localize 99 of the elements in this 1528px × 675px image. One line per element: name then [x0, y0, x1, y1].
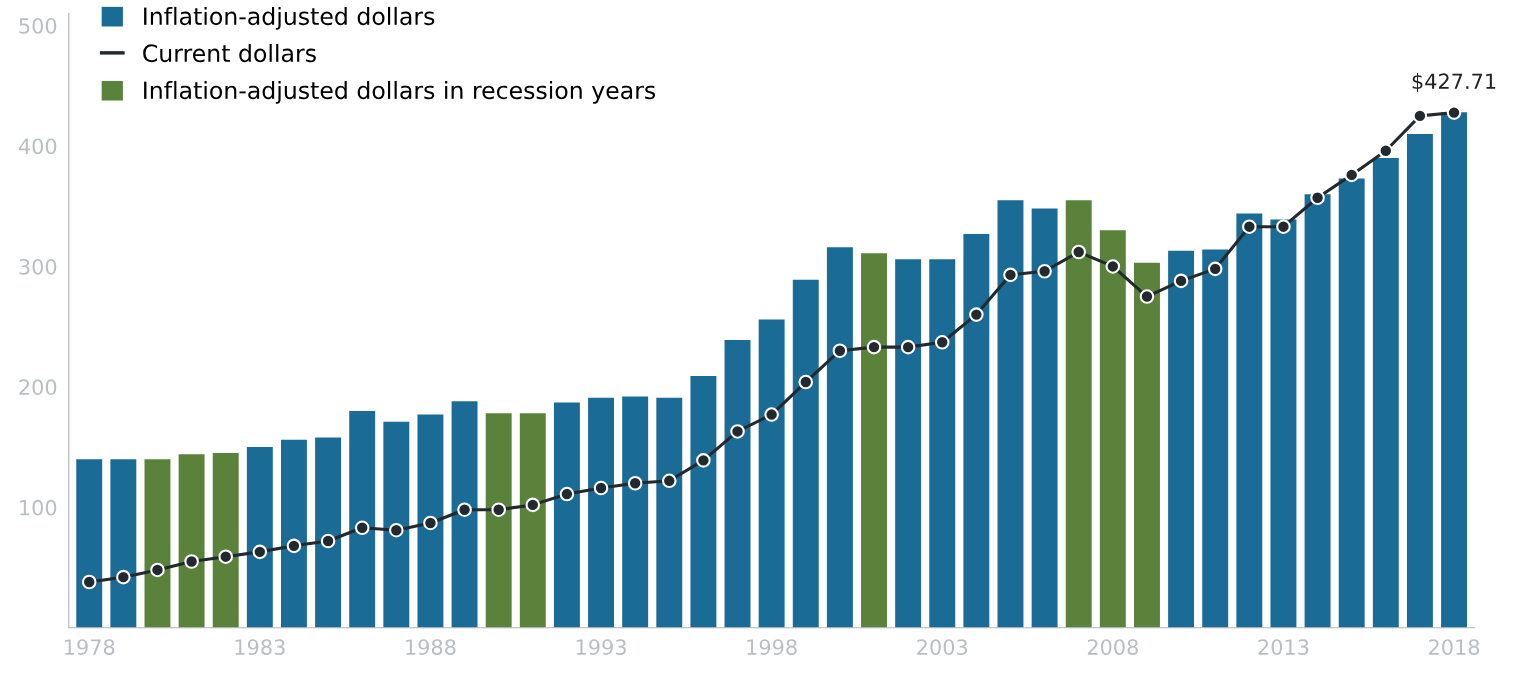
y-tick-label: 100: [20, 499, 57, 516]
point: [1207, 261, 1223, 277]
point: [116, 569, 131, 585]
bar: [178, 454, 205, 628]
point: [423, 515, 438, 531]
x-tick-label: 2008: [1087, 639, 1138, 655]
point: [900, 339, 916, 355]
bar: [997, 200, 1024, 628]
bar: [1202, 249, 1229, 628]
point: [457, 502, 472, 518]
point: [1139, 289, 1155, 304]
y-tick-label: 300: [19, 258, 57, 275]
x-tick-label: 1983: [235, 639, 285, 655]
bar: [417, 414, 444, 628]
point: [627, 475, 643, 491]
point: [354, 520, 370, 536]
bar: [1338, 178, 1365, 628]
bar: [553, 402, 580, 628]
x-tick-label: 1998: [747, 639, 797, 655]
bar: [963, 233, 990, 628]
bar: [929, 259, 956, 628]
bar: [1099, 230, 1126, 628]
point: [525, 497, 541, 513]
x-tick-label: 1993: [576, 639, 626, 655]
bar: [1441, 112, 1468, 628]
bar: [383, 421, 410, 628]
x-tick-label: 2013: [1258, 639, 1309, 655]
bar: [212, 453, 239, 628]
bar: [690, 376, 717, 628]
bar: [1134, 262, 1160, 628]
point: [764, 407, 779, 422]
point: [661, 473, 677, 489]
point: [934, 335, 950, 350]
bar: [485, 413, 512, 628]
bar: [758, 319, 785, 628]
point: [832, 343, 848, 359]
point: [866, 339, 882, 355]
bar: [349, 410, 376, 628]
bar: [895, 259, 922, 628]
point: [1105, 259, 1121, 274]
bar: [1304, 194, 1331, 628]
bar: [1236, 213, 1263, 628]
x-tick-label: 1978: [65, 639, 115, 655]
point: [81, 574, 97, 590]
y-tick-label: 400: [18, 138, 57, 155]
bar: [792, 279, 819, 628]
point: [150, 562, 165, 578]
bar: [519, 413, 546, 628]
point: [286, 538, 302, 554]
bar: [656, 397, 683, 628]
bar: [1270, 219, 1297, 628]
bar: [144, 459, 171, 628]
bar: [76, 459, 103, 628]
point: [252, 544, 268, 560]
point: [1344, 167, 1359, 183]
point: [696, 453, 711, 468]
point: [218, 549, 233, 564]
bar: [280, 439, 307, 628]
point: [1446, 105, 1462, 120]
bar: [724, 339, 751, 628]
point: [593, 480, 609, 496]
bar: [588, 397, 614, 628]
bar: [110, 459, 137, 628]
point: [491, 502, 506, 518]
bar: [451, 401, 478, 628]
point: [1003, 267, 1018, 283]
bar: [1065, 200, 1092, 628]
point: [184, 554, 199, 569]
bar: [861, 253, 887, 628]
bar: [1406, 133, 1433, 628]
point: [389, 522, 404, 538]
y-tick-label: 500: [19, 18, 57, 34]
bar: [246, 447, 273, 628]
y-tick-label: 200: [19, 379, 57, 396]
bar: [1372, 158, 1399, 628]
point: [798, 374, 814, 390]
point: [1310, 190, 1325, 206]
point: [1173, 273, 1189, 289]
bar: [315, 437, 342, 628]
bar: [1031, 208, 1058, 628]
x-tick-label: 1988: [406, 639, 456, 655]
point: [1242, 219, 1257, 234]
bar: [622, 396, 649, 628]
x-tick-label: 2003: [917, 639, 968, 655]
point: [730, 424, 745, 439]
bar: [1168, 250, 1195, 628]
legend-label: Current dollars: [143, 43, 316, 63]
legend-label: Inflation-adjusted dollars in recession years: [144, 80, 656, 104]
point: [559, 486, 575, 502]
point: [1412, 108, 1428, 124]
point: [969, 307, 984, 322]
x-tick-label: 2018: [1429, 639, 1480, 655]
point: [1276, 219, 1291, 234]
annotation: $427.71: [1412, 73, 1496, 92]
bar: [826, 247, 853, 628]
point: [1071, 244, 1087, 260]
legend-label: Inflation-adjusted dollars: [144, 6, 435, 30]
point: [1037, 263, 1052, 279]
point: [320, 533, 336, 549]
